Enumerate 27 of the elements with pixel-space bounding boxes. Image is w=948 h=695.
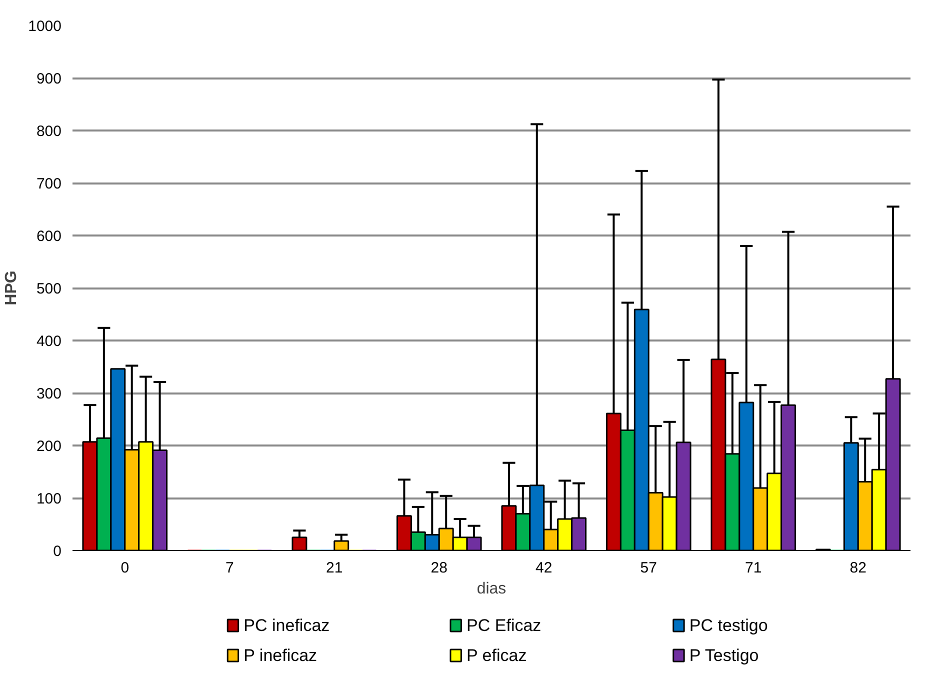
y-tick-label: 800 (36, 123, 62, 140)
x-tick-label: 21 (326, 560, 343, 576)
y-tick-label: 500 (36, 280, 62, 298)
y-tick-label: 100 (36, 490, 62, 508)
y-tick-label: 900 (36, 70, 62, 88)
legend-label: PC Eficaz (466, 616, 542, 635)
x-tick-label: 42 (536, 560, 552, 576)
x-tick-label: 0 (120, 560, 130, 576)
x-tick-label: 82 (850, 560, 866, 576)
y-axis-title: HPG (3, 270, 20, 306)
x-axis-title: dias (476, 580, 506, 598)
legend-label: P eficaz (466, 646, 527, 665)
legend-label: PC ineficaz (244, 616, 330, 635)
y-tick-label: 300 (36, 386, 62, 402)
x-tick-label: 57 (640, 560, 657, 576)
legend-label: PC testigo (689, 616, 768, 635)
x-tick-label: 71 (745, 560, 762, 576)
legend-label: P ineficaz (244, 646, 318, 665)
y-tick-label: 700 (36, 176, 62, 192)
x-tick-label: 28 (430, 560, 448, 576)
y-tick-label: 400 (36, 333, 62, 350)
legend-label: P Testigo (689, 646, 759, 665)
y-tick-label: 0 (53, 543, 62, 560)
y-tick-label: 1000 (28, 18, 62, 35)
y-tick-label: 200 (36, 438, 62, 455)
y-tick-label: 600 (36, 228, 62, 245)
x-tick-label: 7 (225, 560, 234, 576)
